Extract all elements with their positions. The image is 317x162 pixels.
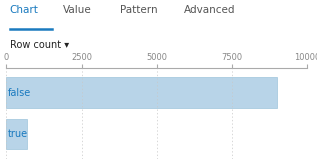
- Text: Pattern: Pattern: [120, 5, 158, 15]
- Bar: [6, 77, 277, 108]
- Text: Advanced: Advanced: [184, 5, 235, 15]
- Text: Value: Value: [63, 5, 92, 15]
- Text: false: false: [8, 88, 31, 98]
- Text: Row count ▾: Row count ▾: [10, 40, 69, 51]
- Bar: [6, 119, 28, 150]
- Text: Chart: Chart: [10, 5, 38, 15]
- Text: true: true: [8, 129, 28, 139]
